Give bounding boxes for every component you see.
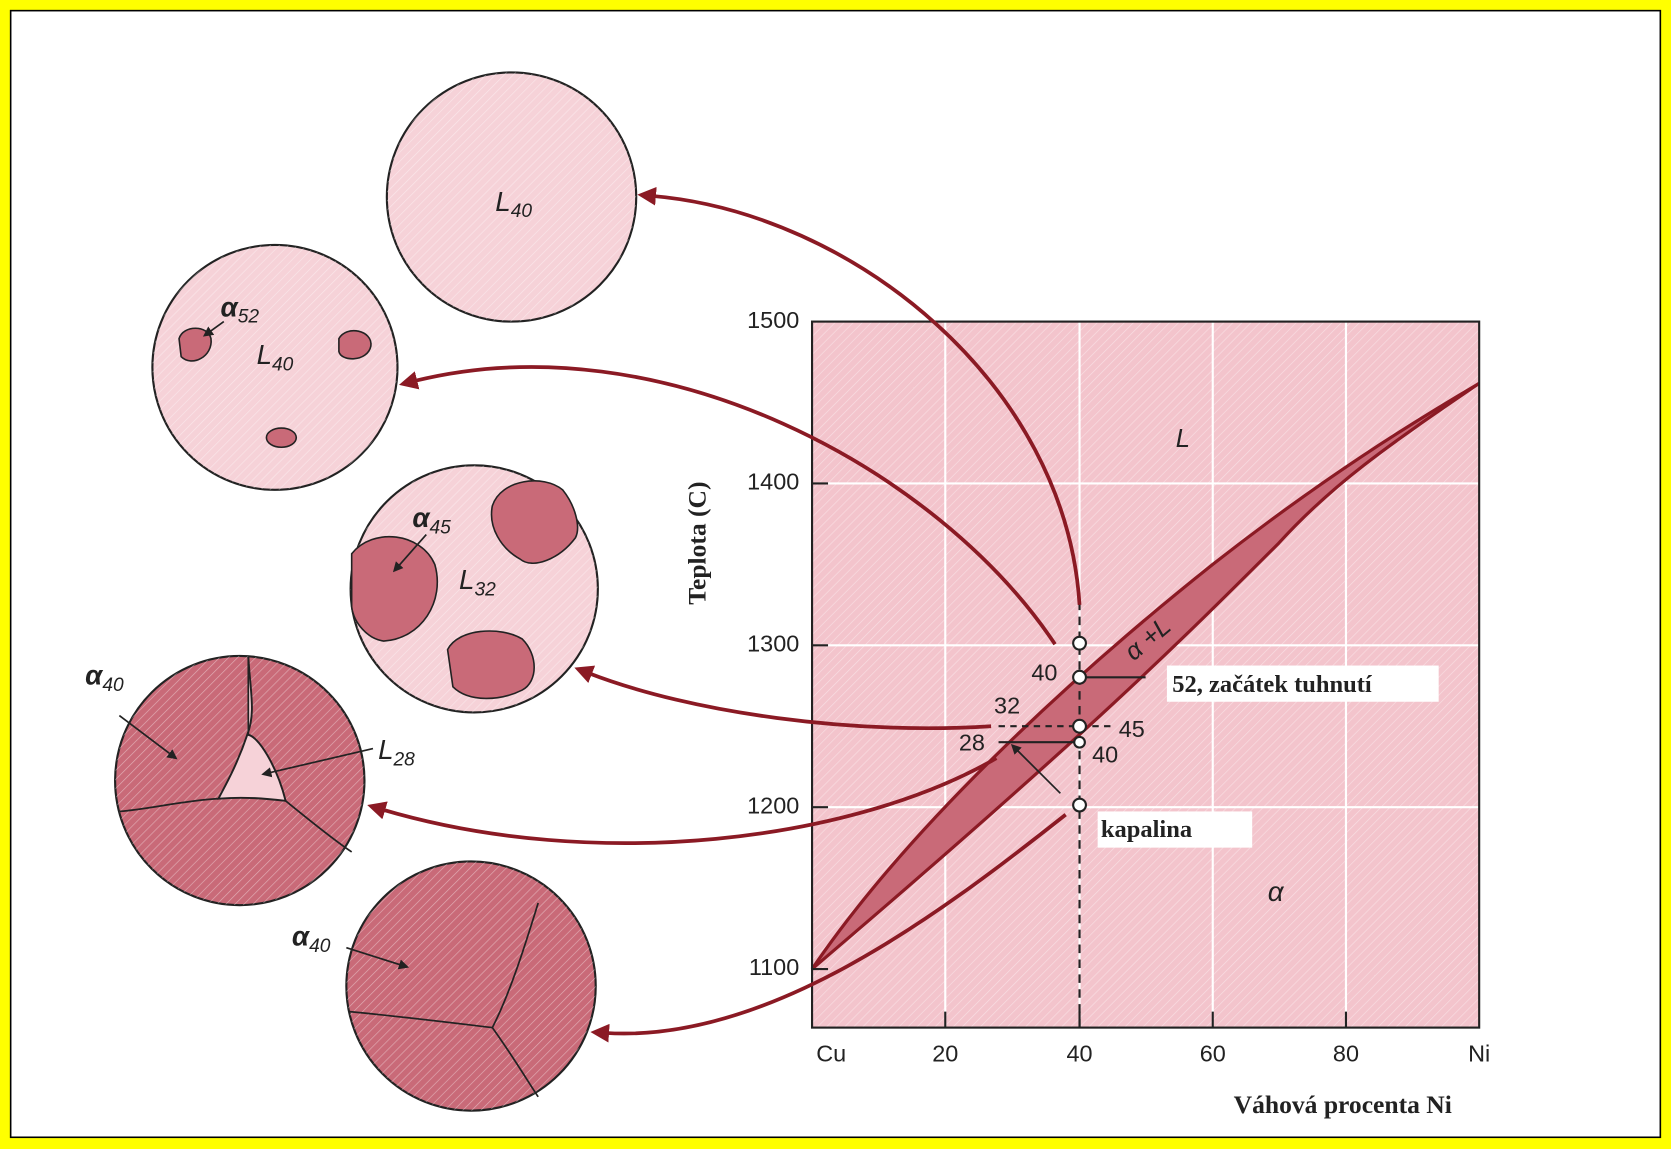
region-label: α — [1268, 876, 1285, 907]
microstructure — [114, 654, 374, 907]
composition-label: 40 — [1092, 741, 1118, 767]
x-tick-label: Ni — [1468, 1041, 1490, 1067]
phase-label: L40 — [495, 186, 532, 222]
phase-label: L28 — [378, 734, 415, 770]
phase-subscript: 40 — [272, 355, 294, 376]
phase-symbol: α — [412, 502, 431, 533]
y-tick-label: 1500 — [747, 307, 799, 333]
phase-subscript: 45 — [430, 518, 452, 539]
x-tick-label: Cu — [816, 1041, 846, 1067]
composition-label: 40 — [1031, 659, 1057, 685]
microstructure — [345, 860, 597, 1112]
phase-symbol: α — [221, 291, 240, 322]
x-tick-label: 20 — [932, 1041, 958, 1067]
phase-label: α52 — [221, 291, 260, 327]
phase-symbol: α — [292, 921, 311, 952]
y-tick-label: 1200 — [747, 792, 799, 818]
annotation: 52, začátek tuhnutí — [1172, 671, 1373, 698]
y-axis-label: Teplota (C) — [682, 481, 711, 604]
phase-subscript: 40 — [309, 936, 331, 957]
y-tick-label: 1100 — [749, 954, 799, 980]
phase-label: α40 — [85, 660, 124, 696]
phase-plot — [810, 320, 1481, 1029]
phase-subscript: 32 — [474, 579, 496, 600]
phase-symbol: L — [459, 564, 474, 595]
phase-label: L32 — [459, 564, 496, 600]
phase-symbol: L — [378, 734, 393, 765]
phase-label: α45 — [412, 502, 451, 538]
composition-label: 32 — [994, 692, 1020, 718]
phase-symbol: L — [257, 339, 272, 370]
phase-symbol: α — [85, 660, 104, 691]
microstructure — [151, 243, 399, 491]
composition-label: 28 — [959, 730, 985, 756]
phase-subscript: 52 — [238, 307, 260, 328]
composition-label: 45 — [1119, 716, 1145, 742]
microstructure — [385, 71, 638, 323]
phase-label: L40 — [257, 339, 294, 375]
region-label: L — [1176, 425, 1190, 453]
x-tick-label: 40 — [1067, 1041, 1093, 1067]
x-tick-label: 80 — [1333, 1041, 1359, 1067]
phase-subscript: 40 — [102, 675, 124, 696]
phase-label: α40 — [292, 921, 331, 957]
x-tick-label: 60 — [1200, 1041, 1226, 1067]
phase-subscript: 28 — [392, 750, 415, 771]
phase-subscript: 40 — [511, 201, 533, 222]
y-tick-label: 1300 — [747, 631, 799, 657]
microstructure — [349, 464, 599, 714]
annotation: kapalina — [1101, 816, 1192, 843]
x-axis-label: Váhová procenta Ni — [1234, 1090, 1452, 1119]
phase-symbol: L — [495, 186, 510, 217]
y-tick-label: 1400 — [747, 469, 799, 495]
